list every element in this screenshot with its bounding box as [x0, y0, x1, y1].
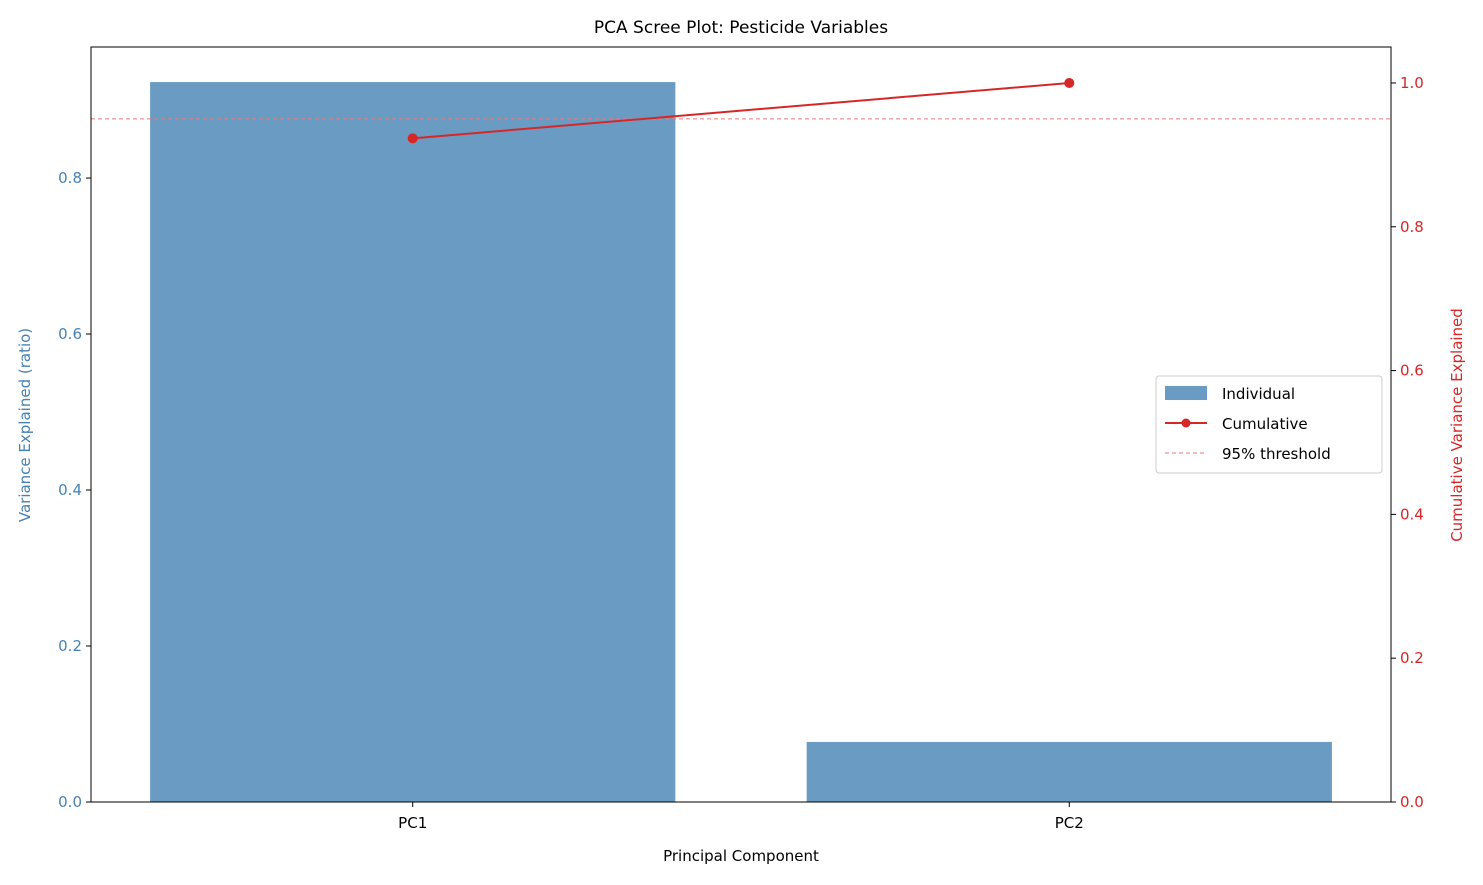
legend-swatch-individual — [1165, 386, 1207, 400]
y-tick-label-left: 0.4 — [58, 481, 82, 499]
y-axis-label-right: Cumulative Variance Explained — [1448, 308, 1466, 542]
y-tick-label-left: 0.2 — [58, 637, 82, 655]
y-tick-label-right: 0.6 — [1400, 362, 1424, 380]
y-tick-label-right: 0.2 — [1400, 649, 1424, 667]
y-tick-label-right: 0.8 — [1400, 218, 1424, 236]
y-tick-label-right: 0.4 — [1400, 505, 1424, 523]
x-tick-label: PC1 — [398, 814, 427, 832]
legend-marker-cumulative — [1181, 418, 1191, 428]
legend-label-threshold: 95% threshold — [1222, 445, 1331, 463]
y-tick-label-right: 0.0 — [1400, 793, 1424, 811]
legend-label-cumulative: Cumulative — [1222, 415, 1308, 433]
cumulative-line — [412, 81, 1070, 140]
cumulative-point-pc2 — [1064, 77, 1075, 88]
chart-title: PCA Scree Plot: Pesticide Variables — [594, 18, 888, 38]
bar-pc1 — [150, 82, 676, 802]
legend-label-individual: Individual — [1222, 385, 1295, 403]
cumulative-point-pc1 — [407, 133, 418, 144]
y-tick-label-right: 1.0 — [1400, 74, 1424, 92]
legend: Individual Cumulative 95% threshold — [1155, 375, 1383, 474]
plot-frame — [90, 46, 1392, 803]
y-tick-label-left: 0.6 — [58, 325, 82, 343]
x-tick-label: PC2 — [1055, 814, 1084, 832]
y-tick-label-left: 0.0 — [58, 793, 82, 811]
x-axis-label: Principal Component — [663, 847, 819, 865]
y-tick-label-left: 0.8 — [58, 169, 82, 187]
bar-pc2 — [806, 741, 1332, 802]
y-axis-label-left: Variance Explained (ratio) — [16, 328, 34, 522]
